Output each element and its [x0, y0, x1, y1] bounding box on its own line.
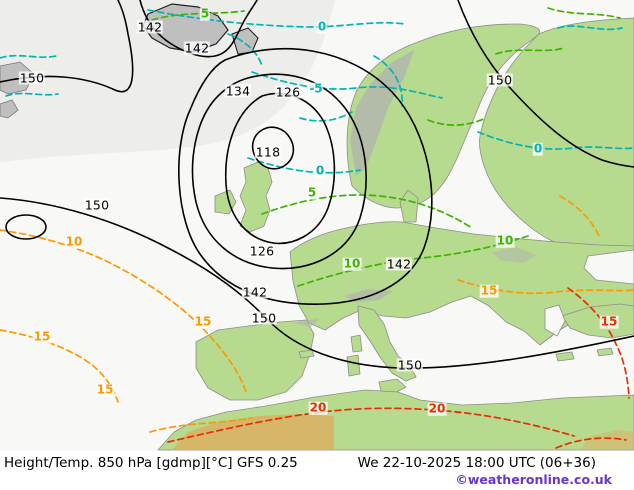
- contour-150-northeast: [457, 0, 634, 168]
- land-sicily: [378, 378, 407, 394]
- contour-high-atlantic: [5, 214, 47, 240]
- land-balearics: [298, 349, 315, 359]
- carpathian-mountains: [492, 247, 536, 263]
- valid-time-caption: We 22-10-2025 18:00 UTC (06+36): [357, 455, 596, 471]
- credit-link[interactable]: ©weatheronline.co.uk: [455, 472, 612, 487]
- land-cyprus: [596, 347, 614, 357]
- land-greenland-islet: [0, 99, 19, 119]
- weather-map: 142 142 150 134 126 118 150 150 126 142 142 150 150 0…: [0, 0, 634, 451]
- aegean-sea: [544, 304, 566, 337]
- egypt-desert: [580, 430, 634, 450]
- land-corsica: [350, 334, 363, 353]
- caption-bar: Height/Temp. 850 hPa [gdmp][°C] GFS 0.25…: [0, 451, 634, 490]
- land-crete: [555, 351, 575, 362]
- temp-contours-cyan: [0, 9, 634, 174]
- temp-contours-red: [167, 287, 630, 449]
- contour-118-core: [251, 126, 295, 170]
- inland-seas: [544, 249, 634, 337]
- contour-142-ring: [178, 47, 433, 305]
- pyrenees-mountains: [294, 318, 320, 327]
- land-sardinia: [346, 354, 361, 377]
- land-denmark: [399, 189, 419, 223]
- land-greenland-edge: [0, 61, 35, 95]
- contour-126-ring: [224, 92, 336, 245]
- morocco-desert: [172, 414, 334, 450]
- land-turkey: [561, 303, 634, 339]
- map-canvas: [0, 0, 634, 451]
- land-iberia: [195, 319, 315, 401]
- land-arctic-islet: [231, 27, 259, 55]
- contour-150-northwest: [0, 0, 134, 93]
- black-sea: [583, 249, 634, 285]
- contour-134-ring: [191, 73, 367, 270]
- parameter-caption: Height/Temp. 850 hPa [gdmp][°C] GFS 0.25: [4, 455, 298, 471]
- desert-areas: [172, 414, 634, 450]
